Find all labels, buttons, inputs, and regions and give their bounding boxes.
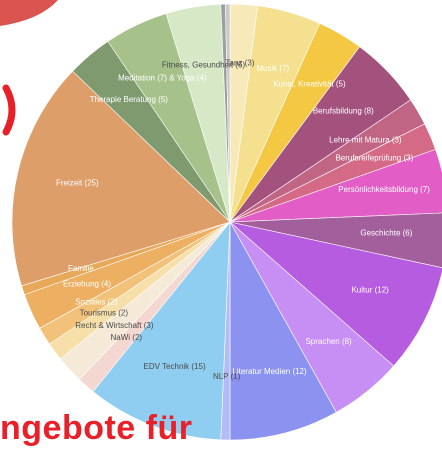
pie-slice-unlabeled-24: [225, 3, 231, 223]
pie-label-literatur-medien-12: Literatur Medien (12): [232, 367, 307, 376]
pie-label-freizeit-25: Freizeit (25): [56, 179, 99, 188]
pie-label-tanz-3: Tanz (3): [226, 58, 255, 67]
pie-slice-kultur-12-8: [228, 221, 442, 367]
pie-label-fitness-gesundheit-6: Fitness, Gesundheit (6): [162, 60, 245, 69]
pie-slice-edv-technik-15-12: [92, 221, 231, 441]
pie-label-berufsreifeprüfung-3: Berufsreifeprüfung (3): [335, 153, 413, 162]
pie-label-soziales-2: Soziales (2): [75, 297, 118, 306]
pie-label-familie: Familie: [68, 264, 94, 273]
pie-label-musik-7: Musik (7): [256, 64, 289, 73]
pie-slice-geschichte-6-7: [229, 212, 442, 268]
pie-label-kunst-kreativität-5: Kunst, Kreativität (5): [273, 80, 346, 89]
pie-label-kultur-12: Kultur (12): [351, 286, 389, 295]
pie-label-therapie-beratung-5: Therapie Beratung (5): [90, 95, 169, 104]
pie-label-edv-technik-15: EDV Technik (15): [144, 362, 206, 371]
pie-slice-freizeit-25-19: [11, 70, 231, 287]
pie-slices: [11, 3, 442, 441]
pie-label-tourismus-2: Tourismus (2): [80, 308, 129, 317]
pie-label-nlp-1: NLP (1): [213, 372, 241, 381]
pie-label-nawi-2: NaWi (2): [111, 333, 143, 342]
pie-label-berufsbildung-8: Berufsbildung (8): [313, 106, 374, 115]
pie-label-geschichte-6: Geschichte (6): [360, 228, 412, 237]
pie-label-sprachen-8: Sprachen (8): [305, 337, 352, 346]
bottom-caption: ngebote für: [0, 409, 193, 447]
red-parenthesis-shape: [2, 84, 16, 136]
pie-label-erziehung-4: Erziehung (4): [63, 280, 111, 289]
pie-labels: Tanz (3)Musik (7) Kunst, Kreativität (5) B…: [56, 58, 430, 381]
pie-slice-literatur-medien-12-10: [229, 220, 337, 441]
pie-label-persönlichkeitsbildung-7: Persönlichkeitsbildung (7): [338, 185, 430, 194]
pie-label-lehre-mit-matura-3: Lehre mit Matura (3): [329, 136, 402, 145]
pie-slice-persönlichkeitsbildung-7-6: [229, 148, 442, 223]
pie-label-recht-wirtschaft-3: Recht & Wirtschaft (3): [75, 321, 154, 330]
corner-tab-shape: [0, 0, 58, 26]
pie-label-meditation-7-yoga-4: Meditation (7) & Yoga (4): [118, 73, 207, 82]
